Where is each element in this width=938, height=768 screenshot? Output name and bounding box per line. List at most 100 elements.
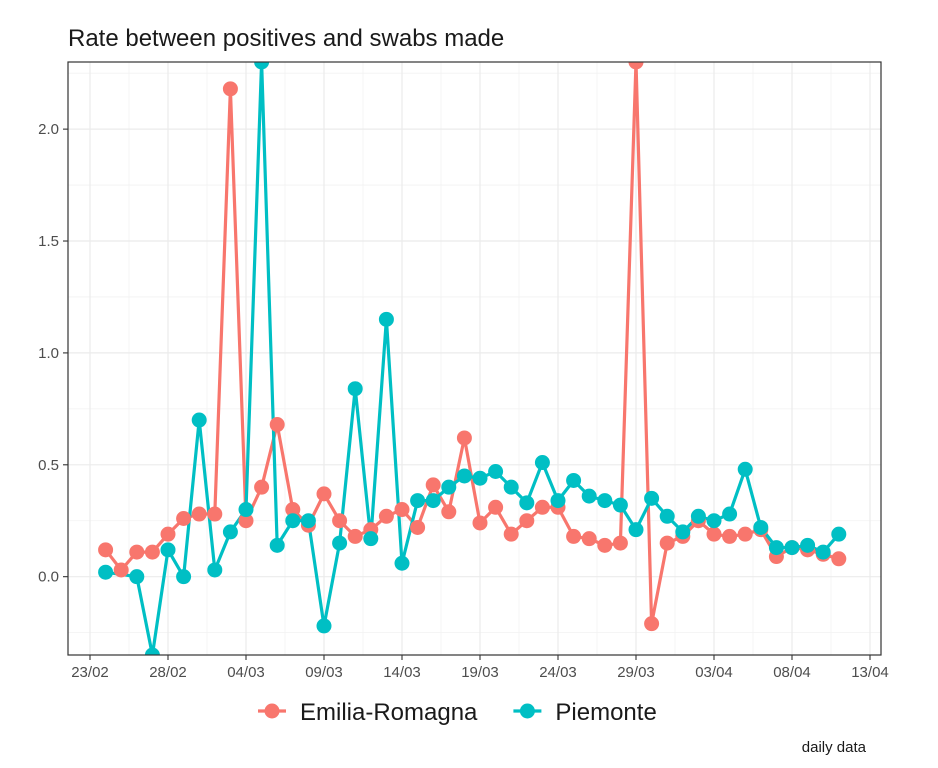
data-point-emilia-romagna bbox=[113, 562, 129, 578]
data-point-emilia-romagna bbox=[98, 542, 114, 558]
data-point-piemonte bbox=[753, 519, 769, 535]
data-point-piemonte bbox=[254, 62, 270, 70]
data-point-emilia-romagna bbox=[628, 62, 644, 70]
chart-title: Rate between positives and swabs made bbox=[68, 25, 504, 52]
data-point-piemonte bbox=[222, 524, 238, 540]
data-point-emilia-romagna bbox=[659, 535, 675, 551]
data-point-piemonte bbox=[160, 542, 176, 558]
caption: daily data bbox=[802, 739, 867, 756]
x-tick-label: 03/04 bbox=[695, 664, 733, 681]
data-point-piemonte bbox=[378, 311, 394, 327]
data-point-piemonte bbox=[176, 569, 192, 585]
x-tick-label: 28/02 bbox=[149, 664, 187, 681]
x-tick-label: 04/03 bbox=[227, 664, 265, 681]
data-point-piemonte bbox=[410, 493, 426, 509]
legend: Emilia-Romagna Piemonte bbox=[258, 699, 657, 726]
x-tick-label: 24/03 bbox=[539, 664, 577, 681]
data-point-emilia-romagna bbox=[519, 513, 535, 529]
data-point-piemonte bbox=[737, 461, 753, 477]
data-point-piemonte bbox=[238, 502, 254, 518]
data-point-emilia-romagna bbox=[332, 513, 348, 529]
data-point-emilia-romagna bbox=[144, 544, 160, 560]
data-point-emilia-romagna bbox=[394, 502, 410, 518]
data-point-emilia-romagna bbox=[191, 506, 207, 522]
data-point-piemonte bbox=[363, 531, 379, 547]
data-point-emilia-romagna bbox=[722, 528, 738, 544]
series-points bbox=[98, 62, 847, 655]
data-point-emilia-romagna bbox=[488, 499, 504, 515]
data-point-emilia-romagna bbox=[706, 526, 722, 542]
legend-item-piemonte: Piemonte bbox=[513, 699, 657, 726]
data-point-piemonte bbox=[612, 497, 628, 513]
data-point-piemonte bbox=[144, 647, 160, 655]
x-tick-label: 19/03 bbox=[461, 664, 499, 681]
data-point-piemonte bbox=[472, 470, 488, 486]
data-point-piemonte bbox=[831, 526, 847, 542]
y-tick-label: 0.0 bbox=[38, 569, 59, 586]
data-point-piemonte bbox=[347, 381, 363, 397]
data-point-emilia-romagna bbox=[238, 513, 254, 529]
data-point-piemonte bbox=[659, 508, 675, 524]
data-point-emilia-romagna bbox=[503, 526, 519, 542]
y-axis: 0.0 0.5 1.0 1.5 2.0 bbox=[38, 121, 68, 586]
legend-key-point bbox=[264, 703, 280, 719]
data-point-emilia-romagna bbox=[737, 526, 753, 542]
data-point-emilia-romagna bbox=[129, 544, 145, 560]
data-point-piemonte bbox=[285, 513, 301, 529]
data-point-piemonte bbox=[519, 495, 535, 511]
data-point-piemonte bbox=[550, 493, 566, 509]
data-point-piemonte bbox=[456, 468, 472, 484]
data-point-emilia-romagna bbox=[441, 504, 457, 520]
data-point-piemonte bbox=[488, 464, 504, 480]
data-point-emilia-romagna bbox=[316, 486, 332, 502]
x-tick-label: 08/04 bbox=[773, 664, 811, 681]
y-tick-label: 1.5 bbox=[38, 233, 59, 250]
data-point-emilia-romagna bbox=[612, 535, 628, 551]
data-point-piemonte bbox=[768, 540, 784, 556]
x-tick-label: 23/02 bbox=[71, 664, 109, 681]
data-point-piemonte bbox=[784, 540, 800, 556]
data-point-piemonte bbox=[191, 412, 207, 428]
data-point-piemonte bbox=[706, 513, 722, 529]
data-point-piemonte bbox=[503, 479, 519, 495]
legend-key-point bbox=[519, 703, 535, 719]
data-point-emilia-romagna bbox=[378, 508, 394, 524]
data-point-emilia-romagna bbox=[456, 430, 472, 446]
data-point-piemonte bbox=[581, 488, 597, 504]
data-point-piemonte bbox=[800, 537, 816, 553]
data-point-piemonte bbox=[425, 493, 441, 509]
plot-border bbox=[67, 61, 882, 656]
data-point-emilia-romagna bbox=[644, 616, 660, 632]
data-point-emilia-romagna bbox=[285, 502, 301, 518]
data-point-piemonte bbox=[534, 455, 550, 471]
data-point-piemonte bbox=[269, 537, 285, 553]
data-point-piemonte bbox=[394, 555, 410, 571]
legend-label: Emilia-Romagna bbox=[300, 699, 478, 726]
data-point-piemonte bbox=[628, 522, 644, 538]
data-point-emilia-romagna bbox=[207, 506, 223, 522]
plot-background bbox=[68, 62, 881, 655]
data-point-piemonte bbox=[98, 564, 114, 580]
data-point-emilia-romagna bbox=[534, 499, 550, 515]
data-point-emilia-romagna bbox=[269, 417, 285, 433]
data-point-emilia-romagna bbox=[347, 528, 363, 544]
y-tick-label: 1.0 bbox=[38, 345, 59, 362]
data-point-piemonte bbox=[316, 618, 332, 634]
data-point-emilia-romagna bbox=[176, 510, 192, 526]
y-tick-label: 0.5 bbox=[38, 457, 59, 474]
y-tick-label: 2.0 bbox=[38, 121, 59, 138]
data-point-piemonte bbox=[690, 508, 706, 524]
data-point-emilia-romagna bbox=[160, 526, 176, 542]
data-point-piemonte bbox=[675, 524, 691, 540]
data-point-emilia-romagna bbox=[597, 537, 613, 553]
legend-item-emilia-romagna: Emilia-Romagna bbox=[258, 699, 478, 726]
data-point-emilia-romagna bbox=[472, 515, 488, 531]
data-point-emilia-romagna bbox=[410, 519, 426, 535]
x-axis: 23/02 28/02 04/03 09/03 14/03 19/03 24/03 29/03… bbox=[71, 655, 889, 681]
legend-label: Piemonte bbox=[555, 699, 656, 726]
data-point-piemonte bbox=[597, 493, 613, 509]
data-point-emilia-romagna bbox=[425, 477, 441, 493]
data-point-emilia-romagna bbox=[581, 531, 597, 547]
data-point-emilia-romagna bbox=[566, 528, 582, 544]
